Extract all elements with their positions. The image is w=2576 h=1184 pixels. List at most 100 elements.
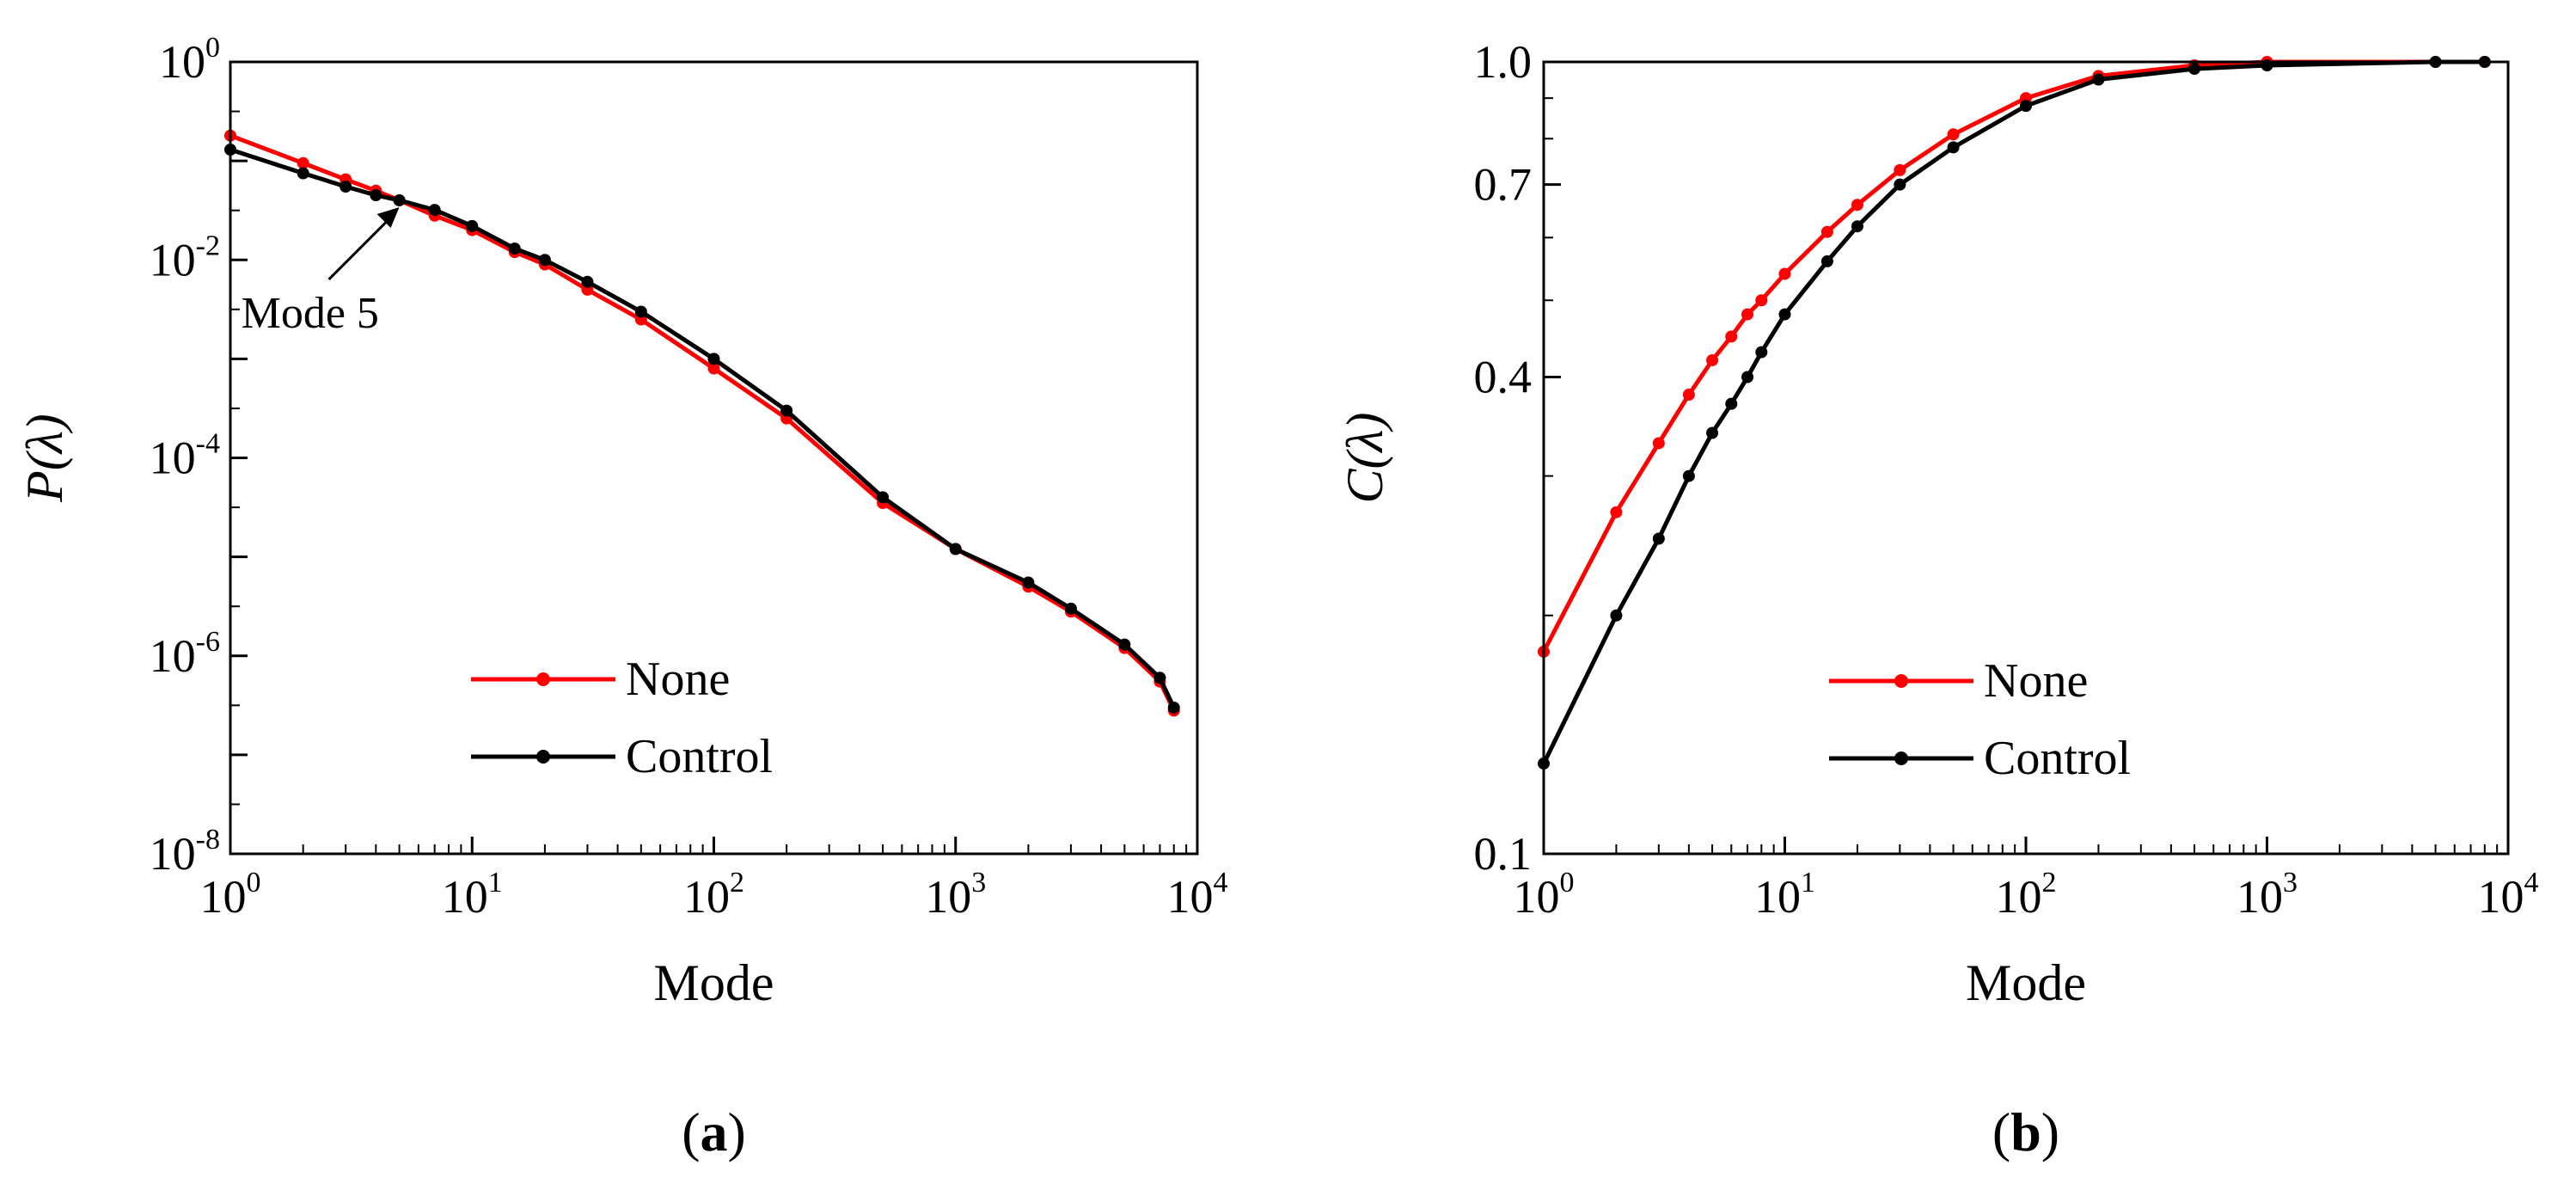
tick-exponent: 1 (488, 867, 503, 899)
tick-exponent: 2 (2042, 867, 2057, 899)
y-tick-label: 10-4 (150, 428, 220, 484)
y-axis-title: C(λ) (1337, 413, 1393, 504)
data-point-control (508, 242, 521, 255)
tick-base: 10 (2478, 871, 2524, 923)
tick-base: 10 (150, 630, 196, 682)
tick-base: 10 (1996, 871, 2042, 923)
tick-base: 10 (1754, 871, 1801, 923)
tick-exponent: -4 (196, 428, 220, 460)
data-point-control (581, 275, 594, 288)
annotation-arrow-line (327, 212, 395, 280)
data-point-none (1682, 389, 1695, 402)
tick-exponent: 4 (1214, 867, 1228, 899)
data-point-control (1820, 255, 1833, 267)
tick-base: 10 (2236, 871, 2283, 923)
x-tick-label: 101 (1754, 867, 1815, 923)
data-point-control (297, 167, 309, 180)
data-point-none (1894, 163, 1906, 176)
data-point-none (707, 362, 720, 375)
y-tick-label: 10-2 (150, 230, 220, 285)
data-point-none (1851, 199, 1863, 212)
data-point-control (634, 305, 647, 318)
tick-exponent: -2 (196, 230, 220, 261)
tick-exponent: -8 (196, 824, 220, 856)
legend-label-control: Control (626, 730, 773, 783)
tick-exponent: 0 (247, 867, 261, 899)
data-point-control (428, 204, 441, 217)
data-point-none (1610, 506, 1623, 518)
data-point-control (1947, 141, 1960, 154)
data-point-control (1894, 178, 1906, 191)
data-point-control (1741, 371, 1754, 383)
x-tick-label: 103 (2236, 867, 2298, 923)
annotation-arrow-head (376, 206, 400, 228)
annotation-label: Mode 5 (242, 289, 379, 338)
data-point-control (393, 193, 406, 206)
legend-marker-control (536, 750, 550, 764)
data-point-none (1820, 225, 1833, 238)
x-tick-label: 101 (442, 867, 503, 923)
data-point-control (1755, 346, 1768, 359)
tick-base: 10 (159, 36, 205, 88)
data-point-none (1947, 128, 1960, 141)
tick-base: 10 (683, 871, 730, 923)
series-line-control (229, 147, 1176, 709)
data-point-control (780, 404, 793, 417)
data-point-control (1118, 638, 1131, 651)
legend-marker-none (1894, 674, 1908, 688)
data-point-control (707, 353, 720, 365)
tick-base: 10 (442, 871, 488, 923)
y-tick-label: 1.0 (1474, 36, 1533, 88)
tick-exponent: 0 (1560, 867, 1575, 899)
x-tick-label: 100 (1514, 867, 1575, 923)
chart-panel-a: 100 101 102 103 10410010-210-410-610-8ModeP(… (16, 32, 1228, 1163)
data-point-control (1153, 672, 1166, 684)
data-point-control (340, 181, 352, 193)
data-point-none (1778, 267, 1791, 280)
x-tick-label: 104 (1167, 867, 1228, 923)
x-tick-label: 102 (1996, 867, 2057, 923)
data-point-control (877, 491, 890, 504)
data-point-none (1725, 330, 1738, 343)
data-point-control (1064, 602, 1077, 615)
x-tick-label: 102 (683, 867, 744, 923)
tick-base: 10 (150, 828, 196, 880)
y-tick-label: 0.1 (1474, 828, 1533, 880)
tick-exponent: 0 (205, 32, 220, 64)
data-point-control (2020, 100, 2032, 113)
data-point-control (1725, 397, 1738, 410)
legend-marker-none (536, 672, 550, 686)
tick-base: 10 (200, 871, 247, 923)
data-point-control (538, 254, 551, 267)
data-point-none (1741, 308, 1754, 321)
tick-exponent: 4 (2524, 867, 2539, 899)
x-tick-label: 103 (925, 867, 986, 923)
tick-exponent: 3 (971, 867, 986, 899)
panel-paren-open: ( (682, 1101, 700, 1163)
data-point-none (1652, 437, 1665, 450)
data-point-control (949, 543, 962, 555)
tick-base: 10 (1514, 871, 1560, 923)
x-axis-title: Mode (1966, 954, 2086, 1011)
series-line-none (1541, 59, 2485, 653)
y-tick-label: 0.7 (1474, 159, 1533, 211)
legend-label-control: Control (1984, 732, 2131, 785)
data-point-control (1778, 308, 1791, 321)
data-point-control (1022, 576, 1035, 589)
tick-exponent: 2 (730, 867, 744, 899)
legend-label-none: None (626, 653, 730, 706)
panel-paren-open: ( (1992, 1101, 2010, 1163)
x-tick-label: 100 (200, 867, 261, 923)
series-line-none (229, 133, 1176, 712)
data-point-none (1706, 353, 1719, 366)
tick-base: 10 (150, 234, 196, 285)
y-tick-label: 100 (159, 32, 220, 88)
data-point-control (1851, 220, 1863, 233)
panel-paren-close: ) (2041, 1101, 2059, 1163)
legend-label-none: None (1984, 654, 2088, 708)
y-axis-title: P(λ) (16, 414, 73, 503)
y-tick-label: 10-6 (150, 626, 220, 682)
data-point-control (1652, 532, 1665, 545)
tick-base: 10 (150, 432, 196, 484)
